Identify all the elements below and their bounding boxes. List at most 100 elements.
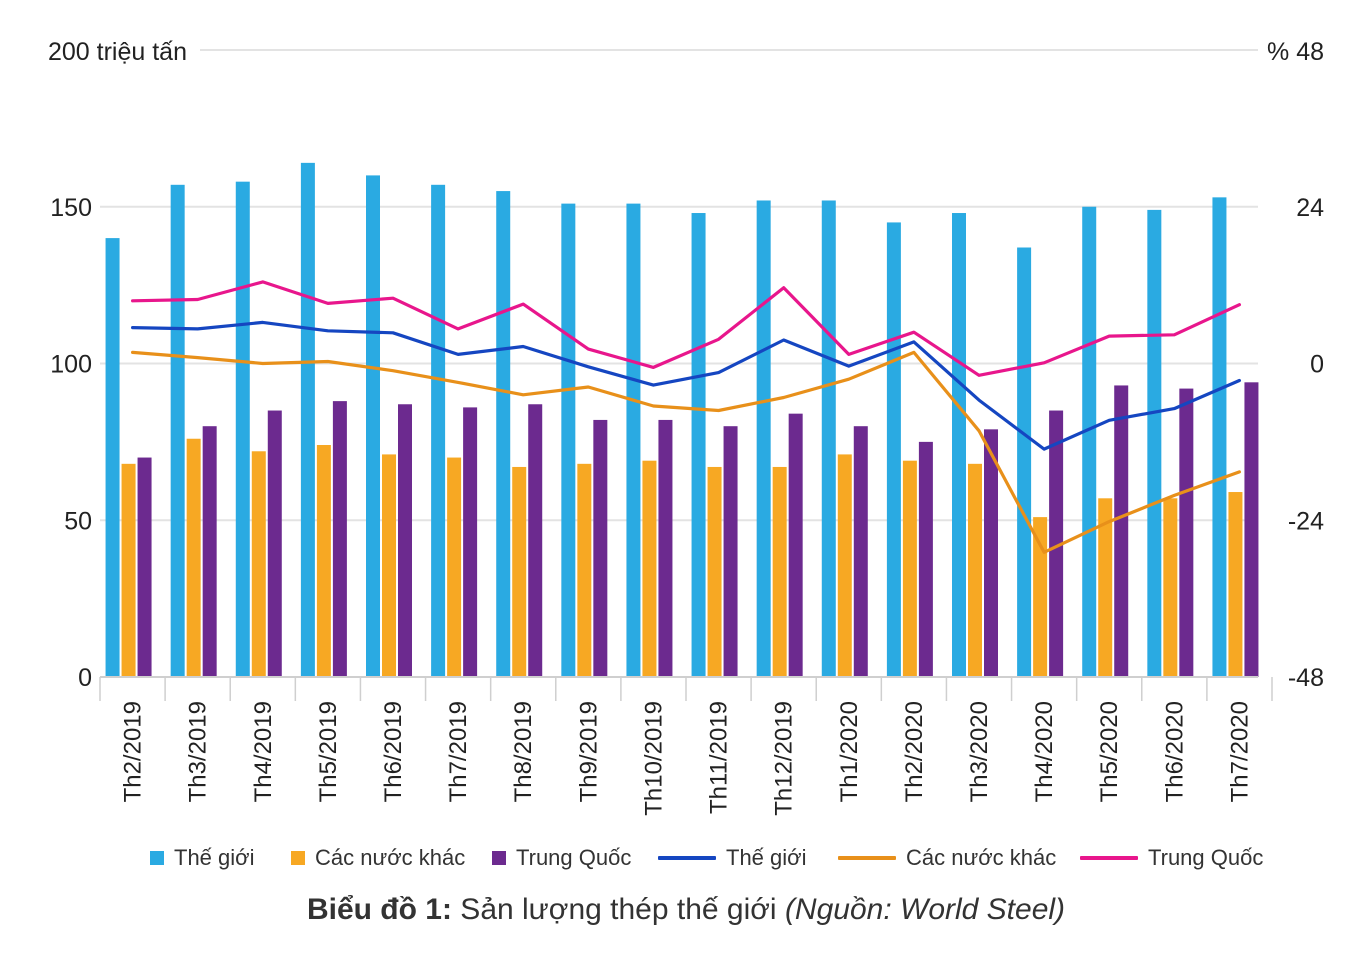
x-tick-label: Th3/2019 xyxy=(185,701,212,802)
bar-world xyxy=(235,181,250,678)
x-tick-label: Th2/2020 xyxy=(901,701,928,802)
bar-china xyxy=(137,457,152,677)
left-tick-label: 100 xyxy=(50,351,92,379)
bar-world xyxy=(496,191,511,677)
legend-label: Các nước khác xyxy=(906,845,1057,870)
x-tick-label: Th11/2019 xyxy=(706,701,733,814)
legend-swatch xyxy=(658,856,716,860)
bar-china xyxy=(723,426,738,677)
x-tick-label: Th6/2019 xyxy=(380,701,407,802)
bar-others xyxy=(707,466,722,677)
line-china xyxy=(131,280,1242,377)
caption-text: Sản lượng thép thế giới xyxy=(451,893,785,926)
bar-china xyxy=(918,441,933,677)
bar-world xyxy=(1082,206,1097,677)
legend-label: Thế giới xyxy=(174,845,255,870)
bar-china xyxy=(853,426,868,677)
left-tick-label: 150 xyxy=(50,194,92,222)
left-axis-label: 200 triệu tấn xyxy=(48,38,187,66)
bar-others xyxy=(186,438,201,677)
x-tick-label: Th7/2019 xyxy=(445,701,472,802)
bar-world xyxy=(1212,197,1227,677)
legend-swatch xyxy=(1080,856,1138,860)
right-axis-label: % 48 xyxy=(1267,38,1324,66)
legend-swatch xyxy=(838,856,896,860)
legend-swatch xyxy=(492,851,506,865)
caption-source: (Nguồn: World Steel) xyxy=(784,893,1066,926)
legend-swatch xyxy=(150,851,164,865)
x-tick-label: Th5/2020 xyxy=(1096,701,1123,802)
bar-china xyxy=(788,413,803,677)
right-tick-label: -48 xyxy=(1288,664,1324,692)
bar-marks xyxy=(105,162,1259,678)
bar-others xyxy=(1033,517,1048,677)
bar-others xyxy=(1098,498,1113,677)
x-tick-label: Th3/2020 xyxy=(966,701,993,802)
bar-world xyxy=(105,238,120,677)
steel-production-chart: Th2/2019 Th3/2019 Th4/2019 Th5/2019 Th6/2019… xyxy=(48,38,1324,816)
x-tick-label: Th1/2020 xyxy=(836,701,863,802)
axis-titles: 200 triệu tấn % 48 xyxy=(48,38,1324,66)
legend-label: Các nước khác xyxy=(315,845,466,870)
x-tick-label: Th10/2019 xyxy=(640,701,667,816)
chart-caption: Biểu đồ 1: Sản lượng thép thế giới (Nguồ… xyxy=(0,893,1372,927)
bar-others xyxy=(447,457,462,677)
bar-others xyxy=(837,454,852,677)
legend: Thế giới Các nước khác Trung Quốc Thế gi… xyxy=(0,838,1372,878)
x-tick-label: Th7/2020 xyxy=(1226,701,1253,802)
x-tick-label: Th12/2019 xyxy=(771,701,798,816)
bar-china xyxy=(984,429,998,677)
bar-others xyxy=(577,463,592,677)
bar-world xyxy=(821,200,836,678)
right-y-axis: -48 -24 0 24 xyxy=(1288,194,1324,692)
bar-others xyxy=(382,454,396,677)
x-axis: Th2/2019 Th3/2019 Th4/2019 Th5/2019 Th6/2019… xyxy=(99,676,1273,816)
bar-others xyxy=(251,451,266,677)
bar-world xyxy=(561,203,576,678)
legend-item-line-china: Trung Quốc xyxy=(1080,838,1263,878)
x-tick-label: Th6/2020 xyxy=(1161,701,1188,802)
left-tick-label: 50 xyxy=(64,507,92,535)
x-tick-label: Th9/2019 xyxy=(575,701,602,802)
line-world xyxy=(131,320,1242,451)
legend-label: Trung Quốc xyxy=(1148,845,1264,870)
bar-others xyxy=(512,466,527,677)
bar-others xyxy=(1163,498,1178,677)
bar-world xyxy=(1147,209,1162,677)
bar-world xyxy=(170,184,185,677)
bar-world xyxy=(626,203,641,678)
bar-world xyxy=(691,213,706,677)
bar-china xyxy=(332,401,347,677)
bar-china xyxy=(463,407,478,677)
legend-item-bar-world: Thế giới xyxy=(150,838,254,878)
left-y-axis: 0 50 100 150 xyxy=(50,194,92,692)
legend-item-line-others: Các nước khác xyxy=(838,838,1056,878)
right-tick-label: 24 xyxy=(1296,194,1324,222)
bar-china xyxy=(1179,388,1194,677)
bar-others xyxy=(968,463,982,677)
left-tick-label: 0 xyxy=(78,664,92,692)
right-tick-label: 0 xyxy=(1310,351,1324,379)
bar-others xyxy=(902,460,917,677)
bar-others xyxy=(316,445,331,677)
bar-world xyxy=(366,175,380,677)
x-tick-label: Th4/2020 xyxy=(1031,701,1058,802)
bar-world xyxy=(1017,247,1032,677)
bar-others xyxy=(1228,492,1243,677)
x-tick-label: Th5/2019 xyxy=(315,701,342,802)
bar-china xyxy=(1244,382,1259,677)
x-tick-label: Th4/2019 xyxy=(250,701,277,802)
bar-world xyxy=(300,162,315,678)
bar-world xyxy=(952,213,966,677)
line-marks xyxy=(131,280,1242,554)
bar-others xyxy=(121,463,136,677)
bar-china xyxy=(658,419,673,677)
line-others xyxy=(131,350,1242,554)
bar-china xyxy=(398,404,412,677)
bar-others xyxy=(772,466,787,677)
bar-china xyxy=(1114,385,1129,677)
legend-item-line-world: Thế giới xyxy=(658,838,806,878)
bar-world xyxy=(431,184,446,677)
caption-label: Biểu đồ 1: xyxy=(306,893,452,926)
legend-label: Thế giới xyxy=(726,845,807,870)
